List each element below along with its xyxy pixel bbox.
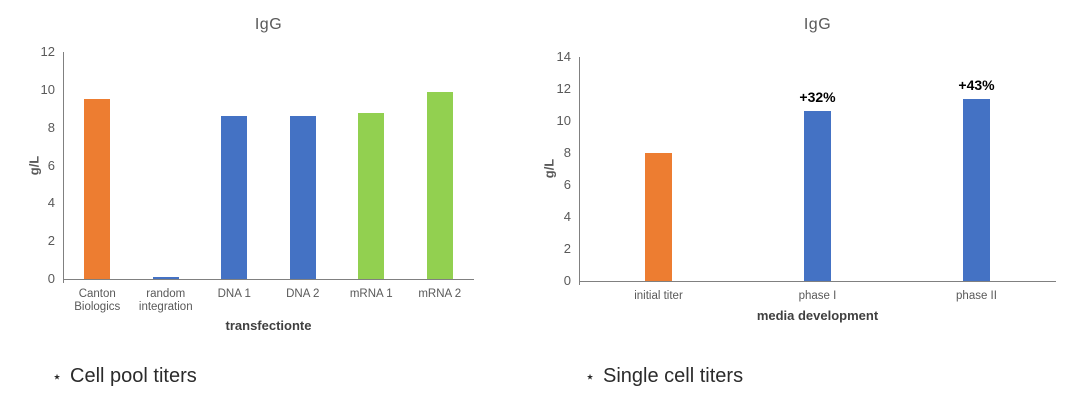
caption-left-text: Cell pool titers — [70, 365, 197, 387]
bar-mrna-2 — [426, 91, 453, 279]
star-bullet-icon: ⋆ — [585, 369, 596, 386]
y-tick-label: 10 — [556, 113, 571, 128]
y-tick-label: 12 — [40, 44, 55, 59]
y-tick-label: 6 — [563, 177, 571, 192]
y-axis-line — [579, 57, 580, 285]
y-tick-label: 8 — [47, 119, 55, 135]
bar-random-integration — [152, 277, 179, 279]
x-axis-title: media development — [756, 308, 879, 323]
x-category-label: DNA 2 — [286, 288, 320, 300]
bar-canton-biologics — [84, 99, 111, 279]
x-category-label: phase I — [798, 290, 837, 302]
x-axis-line — [579, 281, 1056, 282]
y-tick-label: 10 — [40, 81, 55, 97]
x-category-label: DNA 1 — [217, 288, 251, 300]
bar-dna-2 — [289, 116, 316, 279]
bar-phase-ii — [963, 98, 990, 281]
y-tick-label: 14 — [556, 49, 571, 64]
bar-value-annotation: +32% — [799, 89, 836, 106]
caption-single-cell-titers: ⋆ Single cell titers — [585, 365, 743, 388]
y-tick-label: 4 — [563, 209, 571, 224]
caption-cell-pool-titers: ⋆ Cell pool titers — [52, 365, 197, 388]
bar-initial-titer — [645, 153, 672, 281]
bar-dna-1 — [221, 116, 248, 279]
bar-phase-i — [804, 111, 831, 281]
star-bullet-icon: ⋆ — [52, 369, 63, 386]
x-category-label: mRNA 1 — [349, 288, 393, 300]
bar-value-annotation: +43% — [958, 76, 995, 93]
x-category-label: mRNA 2 — [418, 288, 462, 300]
y-tick-label: 12 — [556, 81, 571, 96]
x-category-label: Canton Biologics — [74, 288, 121, 313]
x-category-label: phase II — [956, 290, 997, 302]
bar-chart-cell-pool-titers: IgG g/L 0 2 4 6 8 10 12 Canton Biologics random in… — [0, 0, 541, 350]
y-axis-line — [63, 52, 64, 283]
x-category-label: initial titer — [634, 290, 683, 302]
y-tick-label: 2 — [47, 233, 55, 249]
y-tick-label: 2 — [563, 241, 571, 256]
y-tick-label: 8 — [563, 145, 571, 160]
bar-mrna-1 — [358, 112, 385, 279]
y-tick-label: 4 — [47, 195, 55, 211]
y-tick-label: 6 — [47, 157, 55, 173]
x-axis-line — [63, 279, 474, 280]
chart-title: IgG — [803, 16, 832, 33]
x-category-label: random integration — [138, 288, 193, 313]
chart-title: IgG — [254, 16, 283, 33]
bar-chart-single-cell-titers: IgG g/L 0 2 4 6 8 10 12 14 initial titer +32% phase … — [541, 0, 1082, 350]
y-tick-label: 0 — [563, 273, 571, 288]
x-axis-title: transfectionte — [225, 318, 312, 333]
caption-right-text: Single cell titers — [603, 365, 744, 387]
y-tick-label: 0 — [47, 271, 55, 286]
